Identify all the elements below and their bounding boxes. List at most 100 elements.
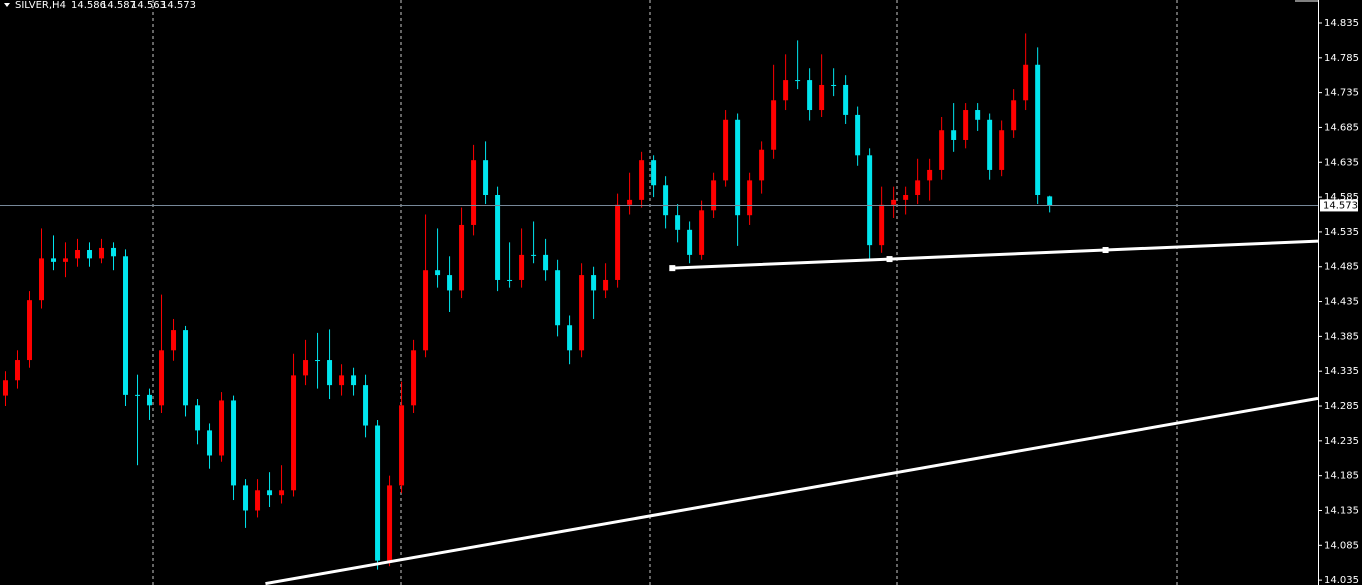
header-open: 14.586 xyxy=(71,0,106,11)
candle-body xyxy=(855,114,861,156)
candle-body xyxy=(267,490,273,496)
candle-body xyxy=(63,258,69,262)
candle-body xyxy=(819,84,825,111)
candle-body xyxy=(915,180,921,195)
trend-handle xyxy=(669,265,676,272)
candle-body xyxy=(759,149,765,181)
y-tick-label: 14.185 xyxy=(1324,471,1359,482)
candle-body xyxy=(939,130,945,170)
candle-body xyxy=(1035,64,1041,196)
candle-body xyxy=(327,360,333,386)
period-separators xyxy=(152,0,1178,585)
y-tick-label: 14.335 xyxy=(1324,366,1359,377)
candle-body xyxy=(231,400,237,486)
candle-body xyxy=(303,360,309,376)
candle-body xyxy=(351,375,357,386)
candle-body xyxy=(387,485,393,561)
candle-body xyxy=(867,155,873,246)
candle-body xyxy=(663,185,669,216)
candle-body xyxy=(579,275,585,351)
candle-body xyxy=(879,204,885,246)
candle-body xyxy=(471,160,477,225)
trend-handle xyxy=(886,256,893,263)
y-tick-label: 14.385 xyxy=(1324,331,1359,342)
trend-ray-extension xyxy=(1105,239,1319,252)
candle-body xyxy=(459,224,465,291)
candle-body xyxy=(675,215,681,230)
candle-body xyxy=(315,360,321,362)
candle-body xyxy=(279,490,285,496)
trend-line xyxy=(265,396,1319,585)
header-low: 14.563 xyxy=(131,0,166,11)
candle-body xyxy=(831,84,837,86)
candle-body xyxy=(531,254,537,256)
candle-body xyxy=(1011,100,1017,131)
y-tick-label: 14.585 xyxy=(1324,192,1359,203)
y-tick-label: 14.035 xyxy=(1324,575,1359,585)
collapse-icon[interactable] xyxy=(4,3,10,7)
candle-body xyxy=(339,375,345,386)
candle-body xyxy=(783,80,789,101)
candle-body xyxy=(87,250,93,259)
candle-body xyxy=(735,119,741,216)
candle-body xyxy=(603,279,609,291)
candle-body xyxy=(903,195,909,200)
candle-body xyxy=(423,270,429,351)
candle-body xyxy=(627,199,633,205)
candle-body xyxy=(999,130,1005,170)
trend-handle xyxy=(1102,247,1109,254)
header-close: 14.573 xyxy=(161,0,196,11)
candle-body xyxy=(795,80,801,82)
candle-body xyxy=(483,160,489,195)
candle-body xyxy=(51,258,57,262)
candles xyxy=(3,33,1053,570)
candle-body xyxy=(1047,196,1053,206)
y-tick-label: 14.235 xyxy=(1324,436,1359,447)
candle-body xyxy=(807,80,813,111)
candle-body xyxy=(183,330,189,406)
candle-body xyxy=(495,195,501,280)
candle-body xyxy=(411,350,417,406)
candle-body xyxy=(207,430,213,456)
candle-body xyxy=(1023,64,1029,101)
candle-body xyxy=(171,330,177,351)
y-tick-label: 14.485 xyxy=(1324,262,1359,273)
candle-body xyxy=(255,490,261,511)
y-tick-label: 14.735 xyxy=(1324,88,1359,99)
candle-body xyxy=(147,394,153,406)
chart-header: SILVER,H4 14.586 14.587 14.563 14.573 xyxy=(15,0,196,11)
candle-body xyxy=(699,210,705,255)
candle-body xyxy=(927,169,933,181)
candle-body xyxy=(543,254,549,271)
candle-body xyxy=(711,180,717,211)
candle-body xyxy=(435,270,441,276)
header-high: 14.587 xyxy=(101,0,136,11)
current-price-box xyxy=(1320,199,1358,212)
candle-body xyxy=(99,247,105,259)
candle-body xyxy=(723,119,729,181)
candle-body xyxy=(891,199,897,205)
candle-body xyxy=(195,405,201,431)
candle-body xyxy=(159,350,165,406)
y-tick-label: 14.135 xyxy=(1324,505,1359,516)
candle-body xyxy=(243,485,249,511)
y-tick-label: 14.535 xyxy=(1324,227,1359,238)
candle-body xyxy=(363,385,369,426)
candle-body xyxy=(555,270,561,326)
candle-body xyxy=(567,325,573,351)
y-tick-label: 14.685 xyxy=(1324,122,1359,133)
candle-body xyxy=(75,250,81,259)
candle-body xyxy=(591,275,597,291)
candle-body xyxy=(399,405,405,486)
candle-body xyxy=(639,160,645,200)
y-tick-label: 14.635 xyxy=(1324,157,1359,168)
candle-body xyxy=(291,375,297,491)
candle-body xyxy=(375,425,381,561)
candle-body xyxy=(771,100,777,150)
symbol-title: SILVER,H4 xyxy=(15,0,66,11)
candle-body xyxy=(27,300,33,361)
candle-body xyxy=(519,254,525,280)
